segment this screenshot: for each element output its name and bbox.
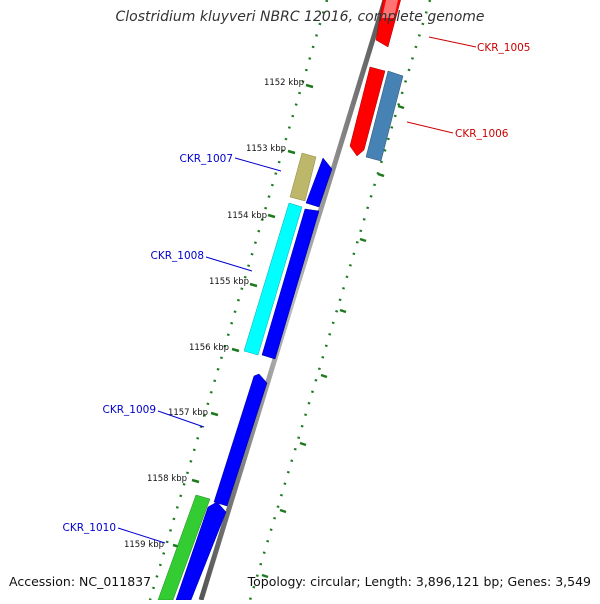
- outer-ring-dashes: [261, 104, 405, 579]
- gene-ckr-1008-shape[interactable]: [243, 202, 303, 356]
- scale-ticks: [172, 83, 314, 549]
- genome-summary-text: Topology: circular; Length: 3,896,121 bp…: [247, 574, 591, 589]
- gene-ckr-1005-fade: [382, 0, 398, 18]
- tick-label-1153: 1153 kbp: [246, 144, 286, 154]
- map-title: Clostridium kluyveri NBRC 12016, complet…: [115, 9, 485, 25]
- tick-label-1158: 1158 kbp: [147, 474, 187, 484]
- gene-label-ckr-1007[interactable]: CKR_1007: [180, 153, 233, 165]
- gene-ckr-1009-shape[interactable]: [213, 373, 268, 507]
- gene-label-ckr-1010[interactable]: CKR_1010: [63, 522, 116, 534]
- gene-ckr-1007-blue-shape[interactable]: [305, 157, 333, 208]
- tick-label-1159: 1159 kbp: [124, 540, 164, 550]
- gene-ckr-1007-shape[interactable]: [289, 152, 317, 202]
- gene-ckr-1006-steel-shape[interactable]: [365, 70, 404, 162]
- outer-dotted-ring: [248, 0, 432, 601]
- gene-label-ckr-1006[interactable]: CKR_1006: [455, 128, 509, 140]
- tick-label-1152: 1152 kbp: [264, 78, 304, 88]
- gene-ckr-1008-blue-shape[interactable]: [261, 208, 320, 360]
- gene-label-ckr-1005[interactable]: CKR_1005: [477, 42, 530, 54]
- tick-label-1157: 1157 kbp: [168, 408, 208, 418]
- inner-dotted-ring: [148, 0, 329, 601]
- gene-label-ckr-1008[interactable]: CKR_1008: [151, 250, 204, 262]
- tick-label-1155: 1155 kbp: [209, 277, 249, 287]
- genome-backbone: [198, 0, 388, 601]
- gene-ckr-1005-shape[interactable]: [375, 0, 402, 48]
- gene-ckr-1006-shape[interactable]: [349, 66, 386, 157]
- gene-label-ckr-1009[interactable]: CKR_1009: [103, 404, 156, 416]
- tick-label-1154: 1154 kbp: [227, 211, 267, 221]
- accession-text: Accession: NC_011837: [9, 574, 152, 589]
- callout-lines: [117, 36, 477, 544]
- tick-label-1156: 1156 kbp: [189, 343, 229, 353]
